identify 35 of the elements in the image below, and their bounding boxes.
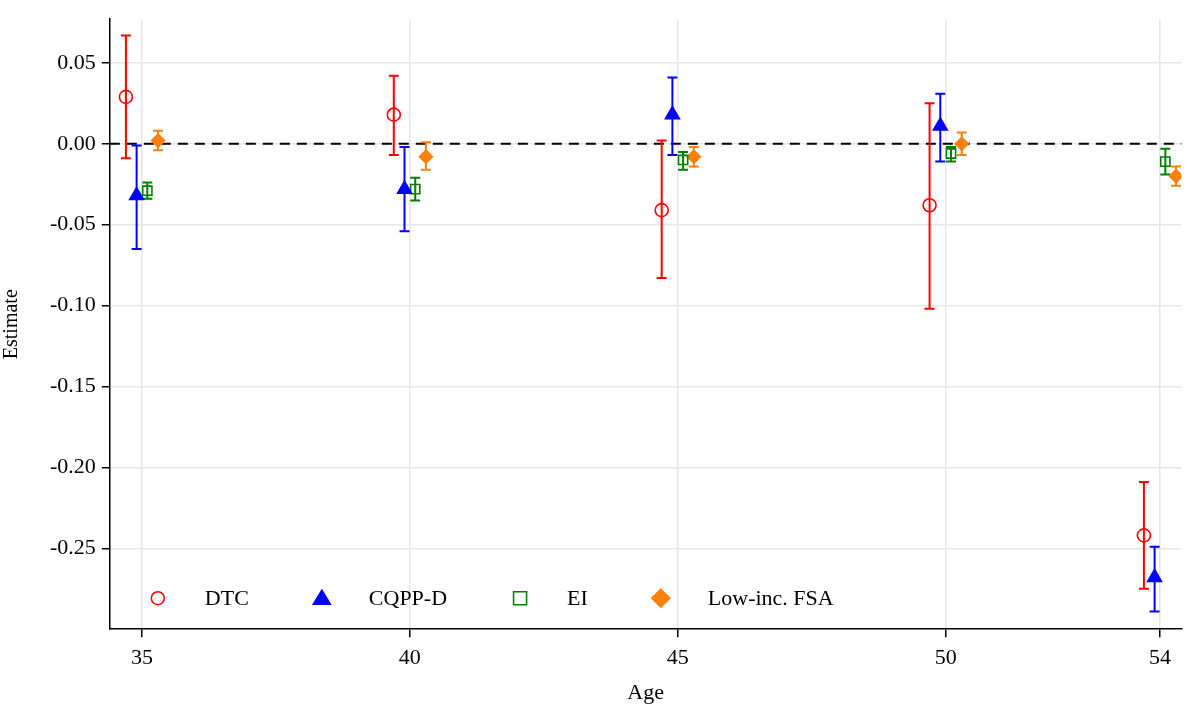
legend-label: EI — [567, 584, 588, 610]
point — [922, 197, 937, 213]
y-tick-label: -0.25 — [50, 534, 96, 560]
point — [654, 202, 669, 218]
y-tick-label: 0.00 — [57, 129, 96, 155]
point — [128, 186, 145, 201]
point — [954, 136, 970, 152]
point — [1136, 528, 1152, 543]
y-axis-title: Estimate — [0, 289, 22, 360]
legend-label: Low-inc. FSA — [707, 584, 834, 610]
point — [664, 105, 681, 120]
point — [1159, 156, 1171, 167]
x-tick-label: 40 — [398, 644, 421, 670]
y-tick-label: -0.20 — [50, 453, 96, 479]
point — [396, 180, 413, 194]
x-axis-title: Age — [627, 678, 664, 704]
point — [418, 149, 434, 165]
point — [409, 183, 421, 195]
point — [677, 154, 689, 166]
point — [1146, 568, 1163, 583]
x-tick-label: 45 — [666, 644, 689, 670]
y-tick-label: 0.05 — [57, 48, 96, 74]
y-tick-label: -0.10 — [50, 291, 96, 317]
legend-label: CQPP-D — [368, 584, 448, 610]
y-tick-label: -0.15 — [50, 372, 96, 398]
x-tick-label: 35 — [130, 644, 153, 670]
point — [150, 133, 166, 148]
point — [945, 148, 957, 159]
point — [118, 89, 134, 105]
legend-label: DTC — [204, 584, 249, 610]
x-tick-label: 50 — [934, 644, 957, 670]
y-tick-label: -0.05 — [50, 210, 96, 236]
point — [932, 117, 949, 131]
x-tick-label: 54 — [1148, 644, 1171, 670]
point — [386, 107, 402, 122]
